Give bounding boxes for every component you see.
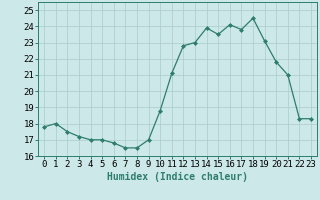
X-axis label: Humidex (Indice chaleur): Humidex (Indice chaleur): [107, 172, 248, 182]
